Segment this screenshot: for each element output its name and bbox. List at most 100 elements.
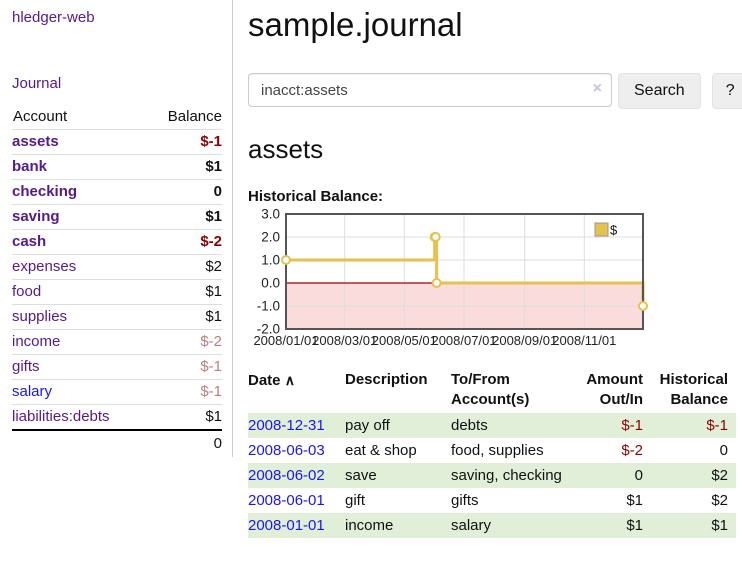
transaction-description: save <box>345 467 377 484</box>
account-balance: $-1 <box>200 383 222 400</box>
account-row: income $-2 <box>12 329 222 355</box>
account-balance: $1 <box>205 158 222 175</box>
account-balance: $-1 <box>200 133 222 150</box>
account-link-supplies[interactable]: supplies <box>12 308 68 325</box>
transaction-accounts: gifts <box>451 492 479 509</box>
svg-text:3.0: 3.0 <box>261 209 280 222</box>
account-balance: $-2 <box>200 333 222 350</box>
transaction-balance: $-1 <box>706 417 728 434</box>
account-row: bank $1 <box>12 154 222 180</box>
transaction-date-link[interactable]: 2008-06-01 <box>248 492 325 509</box>
account-link-assets[interactable]: assets <box>12 133 59 150</box>
svg-text:2008/01/01: 2008/01/01 <box>253 333 318 348</box>
chart-canvas: 3.0 2.0 1.0 0.0 -1.0 -2.02008/01/012008/03/01… <box>253 207 648 348</box>
svg-text:2008/11/01: 2008/11/01 <box>552 333 616 348</box>
transaction-description: pay off <box>345 417 390 434</box>
register-row[interactable]: 2008-12-31 pay off debts $-1 $-1 <box>248 413 736 438</box>
account-balance: $1 <box>205 308 222 325</box>
amount-column-header: Amount Out/In <box>586 371 643 408</box>
account-row: assets $-1 <box>12 129 222 155</box>
account-page-title: assets <box>248 134 324 164</box>
account-balance: $1 <box>205 283 222 300</box>
date-column-header[interactable]: Date ∧ <box>248 372 295 389</box>
transaction-accounts: debts <box>451 417 488 434</box>
transaction-balance: $1 <box>711 517 728 534</box>
account-link-checking[interactable]: checking <box>12 183 78 200</box>
transaction-description: gift <box>345 492 366 509</box>
transaction-accounts: salary <box>451 517 492 534</box>
account-link-liabilities-debts[interactable]: liabilities:debts <box>12 408 110 425</box>
account-balance: $-1 <box>200 358 222 375</box>
svg-text:2008/07/01: 2008/07/01 <box>431 333 496 348</box>
accounts-total-value: 0 <box>213 435 222 452</box>
register-row[interactable]: 2008-06-01 gift gifts $1 $2 <box>248 488 736 513</box>
register-row[interactable]: 2008-06-02 save saving, checking 0 $2 <box>248 463 736 488</box>
account-row: expenses $2 <box>12 254 222 280</box>
transaction-date-link[interactable]: 2008-12-31 <box>248 417 325 434</box>
balance-column-header: Balance <box>167 108 222 125</box>
svg-text:0.0: 0.0 <box>261 276 280 291</box>
svg-text:-2.0: -2.0 <box>257 322 280 337</box>
transaction-date-link[interactable]: 2008-06-02 <box>248 467 325 484</box>
account-link-cash[interactable]: cash <box>12 233 47 250</box>
svg-text:1.0: 1.0 <box>261 253 280 268</box>
transaction-balance: 0 <box>719 442 728 459</box>
svg-text:2008/05/01: 2008/05/01 <box>372 333 437 348</box>
transaction-balance: $2 <box>711 492 728 509</box>
account-row: gifts $-1 <box>12 354 222 380</box>
account-link-expenses[interactable]: expenses <box>12 258 77 275</box>
register-header-row: Date ∧ Description To/From Account(s) Am… <box>248 367 736 413</box>
svg-text:2008/09/01: 2008/09/01 <box>492 333 557 348</box>
search-input[interactable] <box>248 73 612 107</box>
account-row: cash $-2 <box>12 229 222 255</box>
description-column-header: Description <box>345 371 428 388</box>
account-link-bank[interactable]: bank <box>12 158 48 175</box>
account-balance: $2 <box>205 258 222 275</box>
account-balance: $-2 <box>200 233 222 250</box>
transaction-accounts: saving, checking <box>451 467 562 484</box>
account-row: liabilities:debts $1 <box>12 404 222 431</box>
transaction-amount: $-2 <box>621 442 643 459</box>
account-balance: 0 <box>213 183 222 200</box>
balance-column-header: Historical Balance <box>659 371 728 408</box>
account-balance: $1 <box>205 408 222 425</box>
clear-search-icon[interactable]: × <box>592 80 602 97</box>
svg-text:2008/03/01: 2008/03/01 <box>312 333 377 348</box>
account-link-salary[interactable]: salary <box>12 383 53 400</box>
chart-label: Historical Balance: <box>248 188 384 205</box>
accounts-total-row: 0 <box>12 430 222 457</box>
transaction-date-link[interactable]: 2008-06-03 <box>248 442 325 459</box>
register-row[interactable]: 2008-06-03 eat & shop food, supplies $-2… <box>248 438 736 463</box>
account-link-income[interactable]: income <box>12 333 61 350</box>
accounts-column-header: To/From Account(s) <box>451 371 530 408</box>
accounts-column-header: Account <box>13 108 68 125</box>
svg-text:2.0: 2.0 <box>261 230 280 245</box>
account-row: checking 0 <box>12 179 222 205</box>
register-row[interactable]: 2008-01-01 income salary $1 $1 <box>248 513 736 538</box>
transaction-amount: $-1 <box>621 417 643 434</box>
account-row: saving $1 <box>12 204 222 230</box>
account-link-saving[interactable]: saving <box>12 208 60 225</box>
search-button[interactable]: Search <box>618 73 701 109</box>
transaction-date-link[interactable]: 2008-01-01 <box>248 517 325 534</box>
sidebar-item-journal[interactable]: Journal <box>12 75 62 92</box>
main-content: sample.journal × Search ? assets Histori… <box>248 0 742 538</box>
historical-balance-chart: 3.0 2.0 1.0 0.0 -1.0 -2.0 2008/01/01 2008/03/01… <box>248 207 740 355</box>
transaction-amount: 0 <box>634 467 643 484</box>
page-title: sample.journal <box>248 6 463 43</box>
account-link-food[interactable]: food <box>12 283 42 300</box>
app-brand-link[interactable]: hledger-web <box>12 9 95 26</box>
account-balance-table: Account Balance assets $-1 bank $1 check… <box>12 105 222 457</box>
account-row: food $1 <box>12 279 222 305</box>
transaction-description: income <box>345 517 394 534</box>
account-row: supplies $1 <box>12 304 222 330</box>
search-form: × Search ? <box>248 73 742 109</box>
sidebar: hledger-web Journal Account Balance asse… <box>0 0 233 457</box>
transaction-balance: $2 <box>711 467 728 484</box>
transaction-description: eat & shop <box>345 442 417 459</box>
transaction-accounts: food, supplies <box>451 442 544 459</box>
account-link-gifts[interactable]: gifts <box>12 358 40 375</box>
help-button[interactable]: ? <box>711 73 742 109</box>
transaction-amount: $1 <box>626 492 643 509</box>
sort-ascending-icon: ∧ <box>284 372 295 388</box>
